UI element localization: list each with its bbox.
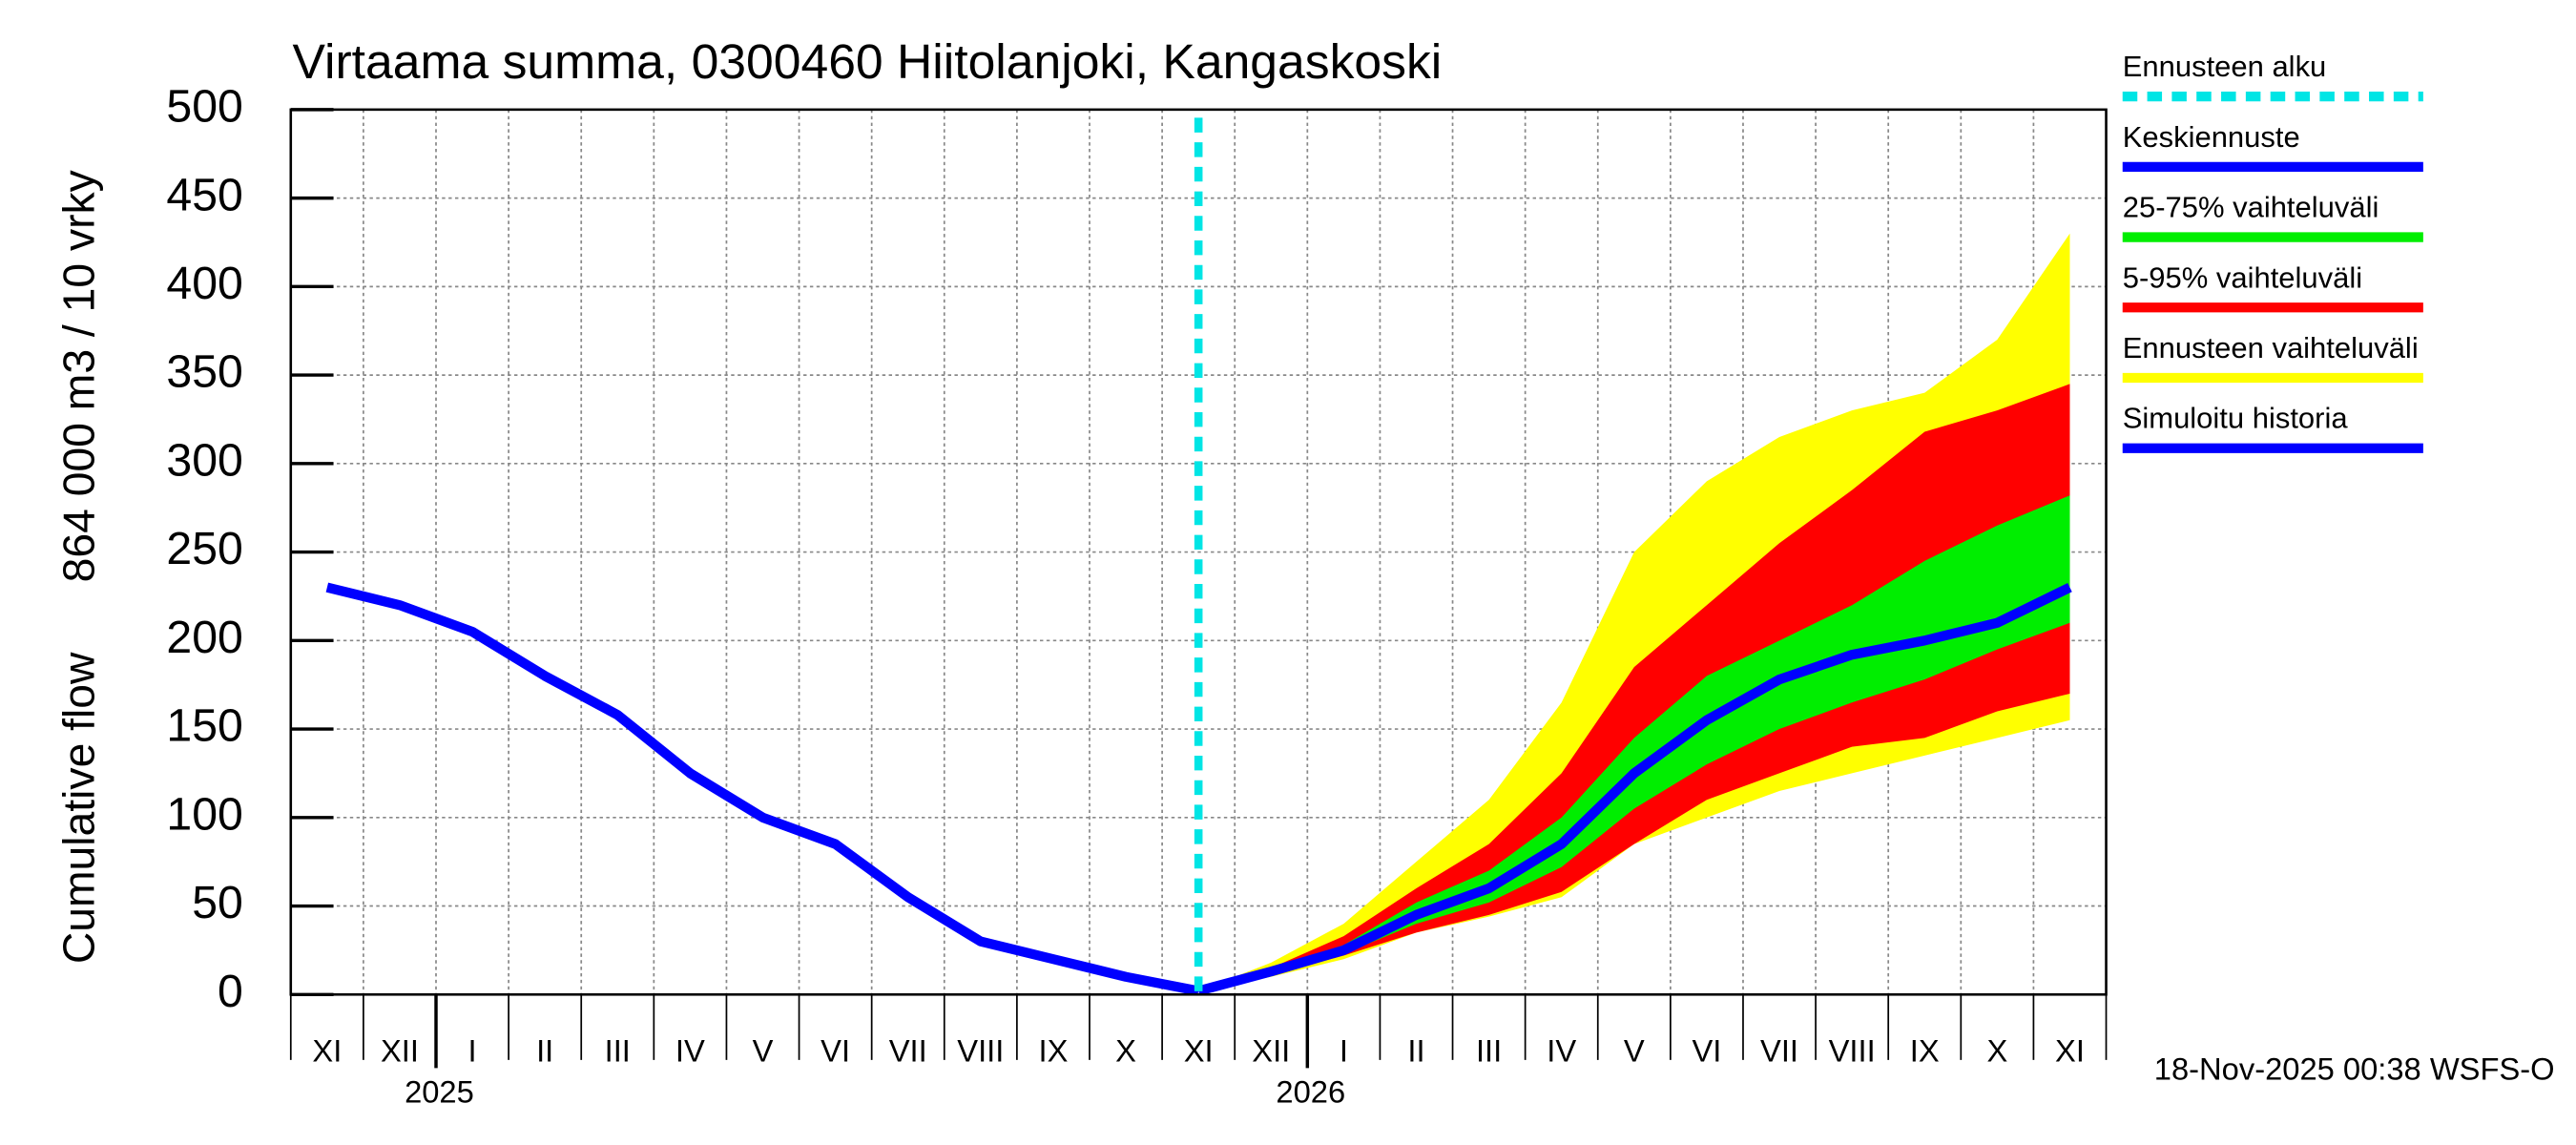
y-tick-label: 0 <box>218 966 243 1017</box>
chart-title: Virtaama summa, 0300460 Hiitolanjoki, Ka… <box>293 33 1443 89</box>
y-tick-label: 250 <box>166 523 242 574</box>
line <box>325 582 1200 996</box>
x-tick-label: II <box>1407 1033 1424 1069</box>
x-tick-label: II <box>536 1033 553 1069</box>
x-tick-label: XII <box>381 1033 419 1069</box>
y-axis-label: Cumulative flow <box>53 652 103 964</box>
legend-label: Keskiennuste <box>2123 120 2300 154</box>
x-tick-label: I <box>1340 1033 1348 1069</box>
legend-label: Simuloitu historia <box>2123 402 2349 435</box>
legend-label: 5-95% vaihteluväli <box>2123 260 2362 294</box>
x-tick-label: V <box>753 1033 774 1069</box>
x-tick-label: VIII <box>1829 1033 1876 1069</box>
x-tick-label: III <box>605 1033 631 1069</box>
plot-frame <box>289 108 2108 996</box>
y-tick-label: 450 <box>166 169 242 220</box>
x-tick-label: V <box>1624 1033 1645 1069</box>
line <box>1196 583 2072 996</box>
forecast-band <box>1198 384 2070 991</box>
x-tick-label: IV <box>675 1033 705 1069</box>
x-tick-label: VII <box>1760 1033 1798 1069</box>
forecast-band <box>1198 233 2070 991</box>
x-tick-label: X <box>1115 1033 1136 1069</box>
x-tick-label: III <box>1476 1033 1502 1069</box>
y-tick-label: 300 <box>166 435 242 487</box>
x-tick-label: VI <box>821 1033 850 1069</box>
legend-label: 25-75% vaihteluväli <box>2123 191 2379 224</box>
x-tick-label: XII <box>1252 1033 1290 1069</box>
x-tick-label: VI <box>1692 1033 1721 1069</box>
y-axis-label: 864 000 m3 / 10 vrky <box>53 169 103 582</box>
x-tick-label: XI <box>2055 1033 2085 1069</box>
forecast-band <box>1198 495 2070 991</box>
x-tick-label: XI <box>312 1033 342 1069</box>
legend-label: Ennusteen vaihteluväli <box>2123 331 2419 364</box>
y-tick-label: 350 <box>166 346 242 398</box>
year-label: 2026 <box>1276 1074 1345 1110</box>
x-tick-label: X <box>1986 1033 2007 1069</box>
y-tick-label: 150 <box>166 700 242 752</box>
x-tick-label: VIII <box>957 1033 1004 1069</box>
timestamp: 18-Nov-2025 00:38 WSFS-O <box>2154 1051 2555 1087</box>
year-label: 2025 <box>405 1074 474 1110</box>
x-tick-label: IV <box>1547 1033 1576 1069</box>
x-tick-label: IX <box>1910 1033 1940 1069</box>
y-tick-label: 200 <box>166 612 242 663</box>
x-tick-label: VII <box>889 1033 927 1069</box>
x-tick-label: I <box>468 1033 477 1069</box>
x-tick-label: IX <box>1038 1033 1068 1069</box>
y-tick-label: 50 <box>192 877 243 928</box>
y-tick-label: 100 <box>166 789 242 841</box>
legend-label: Ennusteen alku <box>2123 50 2327 83</box>
y-tick-label: 400 <box>166 258 242 309</box>
x-tick-label: XI <box>1184 1033 1214 1069</box>
y-tick-label: 500 <box>166 81 242 133</box>
